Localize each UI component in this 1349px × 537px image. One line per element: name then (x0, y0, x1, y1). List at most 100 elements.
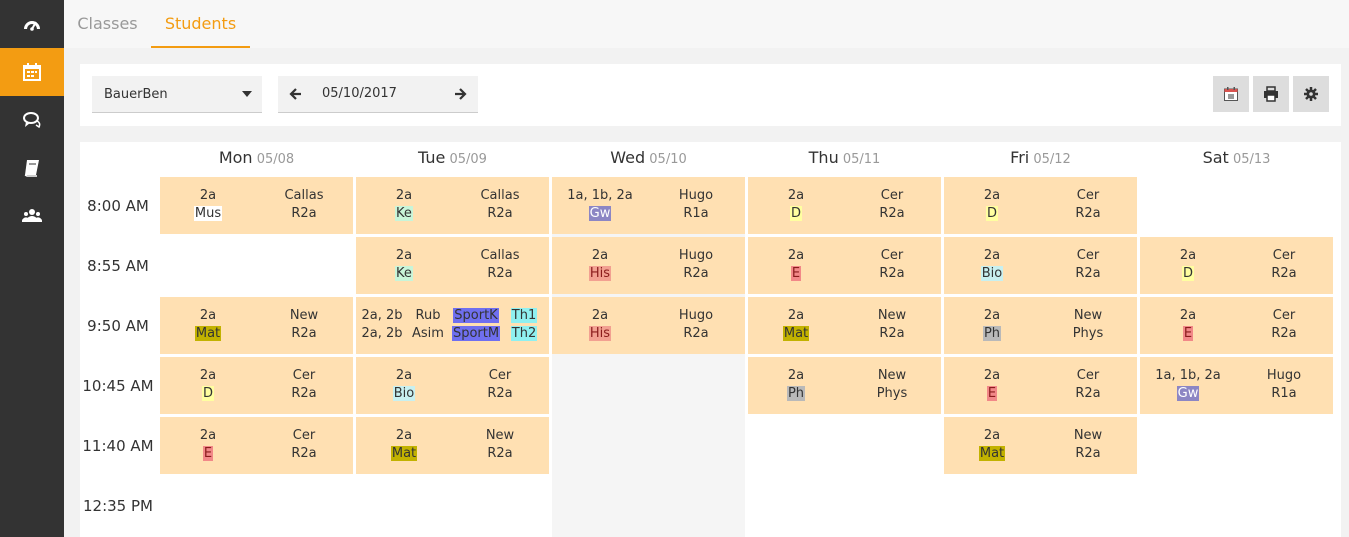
room-label: R2a (879, 326, 905, 341)
subject-tag: Ph (786, 386, 806, 401)
class-label: 2a (199, 428, 217, 443)
room-label: R2a (291, 446, 317, 461)
time-label: 8:55 AM (87, 257, 149, 275)
lesson-cell[interactable]: 2a Mat New R2a (160, 297, 353, 354)
class-label: 2a (787, 188, 805, 203)
sidebar-item-messages[interactable] (0, 96, 64, 144)
lesson-cell[interactable]: 2a Mat New R2a (748, 297, 941, 354)
subject-tag: D (1181, 266, 1194, 281)
sidebar-item-classbook[interactable] (0, 144, 64, 192)
calendar-today-button[interactable] (1213, 76, 1249, 112)
lesson-cell[interactable]: 2a Ph New Phys (944, 297, 1137, 354)
lesson-cell[interactable]: 2a D Cer R2a (160, 357, 353, 414)
class-label: 2a (395, 188, 413, 203)
lesson-cell[interactable]: 2a E Cer R2a (944, 357, 1137, 414)
class-label: 2a, 2b (361, 308, 403, 323)
teacher-label: Callas (284, 188, 324, 203)
lesson-cell[interactable]: 2a, 2b Rub SportK Th1 2a, 2b Asim SportM Th2 (356, 297, 549, 354)
subject-label: E (748, 266, 844, 281)
sidebar-item-dashboard[interactable] (0, 0, 64, 48)
subject-tag: Bio (980, 266, 1004, 281)
tab-students[interactable]: Students (151, 0, 250, 48)
lesson-cell[interactable]: 1a, 1b, 2a Gw Hugo R1a (552, 177, 745, 234)
next-week-button[interactable] (444, 76, 476, 112)
subject-label: SportM (450, 326, 502, 341)
sidebar-item-timetable[interactable] (0, 48, 64, 96)
subject-tag: Th2 (510, 326, 538, 341)
lesson-cell[interactable]: 2a Bio Cer R2a (944, 237, 1137, 294)
settings-button[interactable] (1293, 76, 1329, 112)
previous-week-button[interactable] (280, 76, 312, 112)
room-label: R2a (1271, 326, 1297, 341)
subject-tag: Th1 (510, 308, 538, 323)
sidebar-item-users[interactable] (0, 192, 64, 240)
subject-label: Gw (552, 206, 648, 221)
lesson-cell[interactable]: 2a Mat New R2a (944, 417, 1137, 474)
teacher-label: Hugo (678, 248, 714, 263)
lesson-cell[interactable]: 2a His Hugo R2a (552, 237, 745, 294)
lesson-cell[interactable]: 2a Ke Callas R2a (356, 237, 549, 294)
subject-label: Gw (1140, 386, 1236, 401)
tab-classes[interactable]: Classes (77, 14, 138, 33)
date-picker: 05/10/2017 (278, 76, 478, 113)
lesson-cell[interactable]: 2a D Cer R2a (748, 177, 941, 234)
day-date: 05/09 (445, 152, 487, 167)
subject-tag: Ph (982, 326, 1002, 341)
room-label: R2a (487, 386, 513, 401)
class-label: 1a, 1b, 2a (1155, 368, 1221, 383)
room-label: R2a (291, 206, 317, 221)
class-label: 2a (199, 188, 217, 203)
student-select-value: BauerBen (104, 87, 168, 102)
class-label: 2a (787, 248, 805, 263)
subject-label: Mat (944, 446, 1040, 461)
day-header: Fri 05/12 (944, 148, 1137, 172)
lesson-cell[interactable]: 2a Mus Callas R2a (160, 177, 353, 234)
lesson-cell[interactable]: 2a D Cer R2a (1140, 237, 1333, 294)
class-label: 2a (395, 248, 413, 263)
room-label: R2a (683, 326, 709, 341)
class-label: 2a (787, 368, 805, 383)
room-label: R2a (1075, 446, 1101, 461)
room-label: R2a (879, 206, 905, 221)
print-button[interactable] (1253, 76, 1289, 112)
class-label: 2a (199, 308, 217, 323)
lesson-cell[interactable]: 2a Ke Callas R2a (356, 177, 549, 234)
subject-tag: Ke (395, 206, 413, 221)
time-label: 11:40 AM (82, 437, 154, 455)
printer-icon (1264, 86, 1278, 102)
day-header: Tue 05/09 (356, 148, 549, 172)
teacher-label: Callas (480, 248, 520, 263)
lesson-cell[interactable]: 2a E Cer R2a (1140, 297, 1333, 354)
class-label: 2a (983, 368, 1001, 383)
day-header: Sat 05/13 (1140, 148, 1333, 172)
day-date: 05/10 (645, 152, 687, 167)
room-label: R1a (1271, 386, 1297, 401)
lesson-cell[interactable]: 2a Mat New R2a (356, 417, 549, 474)
lesson-cell[interactable]: 2a E Cer R2a (160, 417, 353, 474)
lesson-cell[interactable]: 2a His Hugo R2a (552, 297, 745, 354)
toolbar: BauerBen 05/10/2017 (80, 64, 1341, 126)
lesson-cell[interactable]: 1a, 1b, 2a Gw Hugo R1a (1140, 357, 1333, 414)
day-date: 05/13 (1228, 152, 1271, 167)
day-name: Fri (1010, 148, 1030, 167)
teacher-label: New (1073, 308, 1103, 323)
date-input[interactable]: 05/10/2017 (322, 86, 397, 101)
subject-label: E (944, 386, 1040, 401)
lesson-cell[interactable]: 2a Bio Cer R2a (356, 357, 549, 414)
day-name: Tue (418, 148, 446, 167)
book-icon (24, 160, 39, 177)
lesson-cell[interactable]: 2a D Cer R2a (944, 177, 1137, 234)
gear-icon (1304, 87, 1318, 101)
lesson-cell[interactable]: 2a Ph New Phys (748, 357, 941, 414)
teacher-label: Cer (1272, 308, 1296, 323)
subject-tag: Mat (194, 326, 222, 341)
timetable: Mon 05/08 Tue 05/09 Wed 05/10 Thu 05/11 Fri … (80, 142, 1341, 537)
class-label: 2a (983, 428, 1001, 443)
day-date: 05/12 (1029, 152, 1071, 167)
teacher-label: Rub (415, 308, 441, 323)
teacher-label: Callas (480, 188, 520, 203)
student-select[interactable]: BauerBen (92, 76, 262, 113)
room-label: R2a (1271, 266, 1297, 281)
subject-tag: SportM (451, 326, 501, 341)
lesson-cell[interactable]: 2a E Cer R2a (748, 237, 941, 294)
